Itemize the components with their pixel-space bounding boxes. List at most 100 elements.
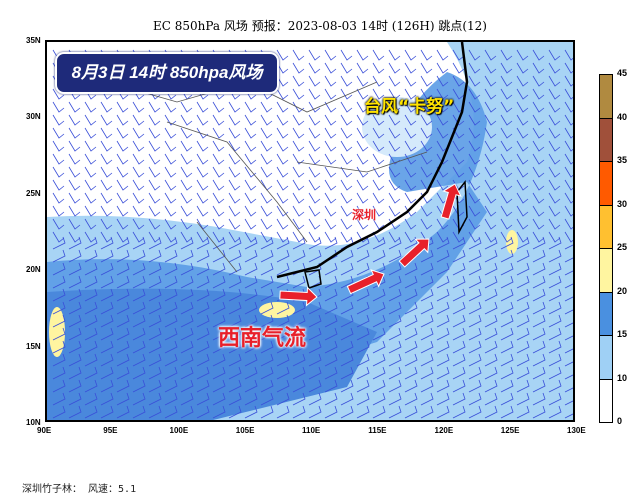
- wind-barb: [212, 114, 225, 126]
- wind-barb: [356, 101, 369, 113]
- wind-barb: [116, 140, 129, 152]
- wind-barb: [308, 127, 321, 139]
- wind-barb: [212, 405, 226, 419]
- y-tick-label: 10N: [26, 418, 41, 427]
- wind-barb: [484, 314, 498, 328]
- wind-barb: [500, 231, 513, 243]
- wind-barb: [372, 392, 386, 406]
- wind-barb: [292, 140, 305, 152]
- wind-barb: [100, 236, 114, 250]
- wind-barb: [404, 62, 417, 74]
- wind-barb: [100, 262, 114, 276]
- wind-barb: [100, 314, 114, 328]
- wind-barb: [532, 153, 545, 165]
- wind-barb: [100, 340, 114, 354]
- wind-barb: [484, 166, 497, 178]
- wind-barb: [52, 192, 65, 204]
- station-name: 深圳竹子林：: [22, 484, 82, 495]
- wind-barb: [404, 262, 418, 276]
- wind-barb: [452, 301, 466, 315]
- wind-barb: [84, 314, 98, 328]
- wind-barb: [180, 262, 194, 276]
- wind-barb: [276, 101, 289, 113]
- wind-barb: [356, 262, 370, 276]
- wind-barb: [324, 288, 338, 302]
- wind-barb: [484, 340, 498, 354]
- wind-barb: [228, 205, 241, 217]
- wind-barb: [260, 405, 274, 419]
- wind-barb: [116, 366, 130, 380]
- wind-barb: [324, 88, 337, 100]
- wind-barb: [84, 262, 98, 276]
- wind-barb: [212, 353, 226, 367]
- wind-barb: [356, 288, 370, 302]
- wind-barb: [164, 392, 178, 406]
- wind-barb: [388, 166, 401, 178]
- wind-barb: [436, 405, 450, 419]
- colorbar-label: 25: [617, 242, 628, 252]
- wind-barb: [116, 236, 130, 250]
- hainan: [304, 269, 322, 289]
- wind-barb: [420, 288, 434, 302]
- wind-barb: [468, 192, 481, 204]
- wind-barb: [148, 379, 162, 393]
- wind-barb: [292, 127, 305, 139]
- wind-barb: [548, 127, 561, 139]
- wind-barb: [244, 288, 258, 302]
- wind-barb: [52, 288, 66, 302]
- wind-barb: [468, 236, 482, 250]
- wind-barb: [452, 327, 466, 341]
- wind-barb: [212, 205, 225, 217]
- wind-barb: [372, 179, 385, 191]
- wind-barb: [244, 379, 258, 393]
- wind-barb: [484, 192, 497, 204]
- wind-barb: [500, 405, 514, 419]
- wind-barb: [68, 340, 82, 354]
- wind-barb: [132, 140, 145, 152]
- wind-barb: [548, 179, 561, 191]
- wind-barb: [516, 340, 530, 354]
- wind-barb: [516, 379, 530, 393]
- wind-barb: [516, 405, 530, 419]
- wind-barb: [52, 314, 66, 328]
- wind-barb: [244, 166, 257, 178]
- wind-barb: [164, 114, 177, 126]
- wind-barb: [292, 101, 305, 113]
- wind-barb: [244, 205, 257, 217]
- wind-barb: [116, 275, 130, 289]
- wind-barb: [116, 179, 129, 191]
- wind-barb: [484, 179, 497, 191]
- wind-barb: [404, 127, 417, 139]
- wind-barb: [180, 205, 193, 217]
- wind-barb: [388, 327, 402, 341]
- wind-barb: [100, 379, 114, 393]
- wind-barb: [212, 327, 226, 341]
- wind-barb: [500, 75, 513, 87]
- wind-barb: [388, 205, 401, 217]
- colorbar-segment: [599, 204, 613, 249]
- wind-barb: [148, 301, 162, 315]
- wind-barb: [404, 205, 417, 217]
- wind-barb: [532, 301, 546, 315]
- wind-barb: [100, 179, 113, 191]
- wind-barb: [100, 218, 113, 230]
- wind-barb: [356, 127, 369, 139]
- wind-barb: [468, 179, 481, 191]
- wind-barb: [212, 314, 226, 328]
- wind-barb: [180, 301, 194, 315]
- wind-barb: [516, 49, 529, 61]
- coastline: [276, 42, 469, 279]
- wind-barb: [116, 153, 129, 165]
- wind-barb: [372, 153, 385, 165]
- wind-barb: [68, 392, 82, 406]
- wind-barb: [84, 218, 97, 230]
- wind-barb: [356, 366, 370, 380]
- wind-barb: [564, 88, 573, 100]
- wind-barb: [52, 405, 66, 419]
- x-tick-label: 100E: [169, 426, 189, 435]
- wind-barb: [372, 353, 386, 367]
- wind-barb: [116, 262, 130, 276]
- wind-barb: [404, 231, 417, 243]
- wind-barb: [68, 192, 81, 204]
- wind-barb: [516, 101, 529, 113]
